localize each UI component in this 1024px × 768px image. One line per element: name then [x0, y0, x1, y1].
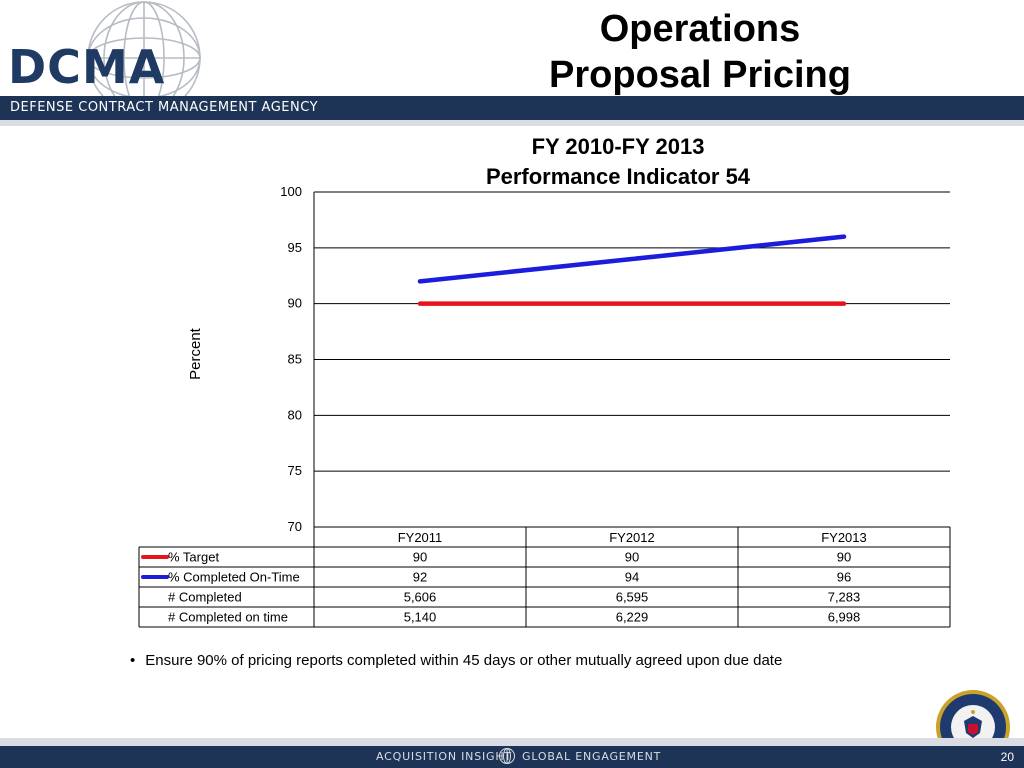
y-tick-95: 95: [288, 240, 302, 255]
table-row-label: # Completed: [168, 590, 242, 605]
bullet-note: • Ensure 90% of pricing reports completed…: [130, 652, 782, 669]
bullet-note-text: Ensure 90% of pricing reports completed …: [145, 652, 783, 669]
table-cell: 92: [413, 570, 427, 585]
table-row: # Completed on time 5,140 6,229 6,998: [168, 610, 860, 625]
table-cell: 5,606: [404, 590, 437, 605]
table-row-label: # Completed on time: [168, 610, 288, 625]
category-label-FY2013: FY2013: [821, 530, 867, 545]
table-cell: 6,998: [828, 610, 861, 625]
globe-icon: [87, 1, 201, 96]
page-title-line1: Operations: [599, 8, 801, 50]
footer-tag-left: ACQUISITION INSIGHT: [376, 750, 512, 763]
table-cell: 90: [413, 550, 427, 565]
footer-band: [0, 746, 1024, 768]
table-row: # Completed 5,606 6,595 7,283: [168, 590, 860, 605]
table-cell: 5,140: [404, 610, 437, 625]
grid-lines: [313, 191, 950, 528]
agency-name: DEFENSE CONTRACT MANAGEMENT AGENCY: [10, 100, 319, 115]
table-cell: 7,283: [828, 590, 861, 605]
logo-text: DCMA: [8, 40, 166, 94]
table-row: % Target 90 90 90: [141, 550, 851, 565]
page-title: Operations Proposal Pricing: [440, 6, 960, 98]
y-tick-70: 70: [288, 519, 302, 534]
y-tick-100: 100: [280, 184, 302, 199]
category-label-FY2012: FY2012: [609, 530, 655, 545]
dcma-logo: DCMA: [0, 0, 240, 96]
table-cell: 6,595: [616, 590, 649, 605]
chart-series: [417, 234, 847, 306]
data-table: FY2011 FY2012 FY2013 % Target 90 90 90 % Comple…: [138, 526, 951, 628]
table-cell: 6,229: [616, 610, 649, 625]
y-tick-75: 75: [288, 463, 302, 478]
header-subband: [0, 120, 1024, 126]
y-tick-labels: 70 75 80 85 90 95 100: [280, 184, 302, 534]
category-label-FY2011: FY2011: [398, 530, 443, 545]
table-cell: 90: [837, 550, 851, 565]
page-title-line2: Proposal Pricing: [549, 54, 851, 96]
y-tick-80: 80: [288, 407, 302, 422]
footer-tag-right: GLOBAL ENGAGEMENT: [522, 750, 662, 763]
chart: FY 2010-FY 2013 Performance Indicator 54…: [138, 134, 951, 628]
page-number: 20: [1000, 750, 1014, 764]
table-cell: 90: [625, 550, 639, 565]
table-cell: 94: [625, 570, 639, 585]
bullet-icon: •: [130, 652, 136, 669]
chart-title-line2: Performance Indicator 54: [486, 164, 751, 189]
chart-title-line1: FY 2010-FY 2013: [532, 134, 705, 159]
table-row-label: % Target: [168, 550, 219, 565]
table-cell: 96: [837, 570, 851, 585]
y-axis-title: Percent: [187, 327, 204, 380]
table-row-label: % Completed On-Time: [168, 570, 300, 585]
agency-band: [0, 96, 1024, 120]
footer-band-light: [0, 738, 1024, 746]
y-tick-85: 85: [288, 352, 302, 367]
footer-globe-icon: [499, 748, 515, 764]
table-row: % Completed On-Time 92 94 96: [141, 570, 851, 585]
y-tick-90: 90: [288, 296, 302, 311]
